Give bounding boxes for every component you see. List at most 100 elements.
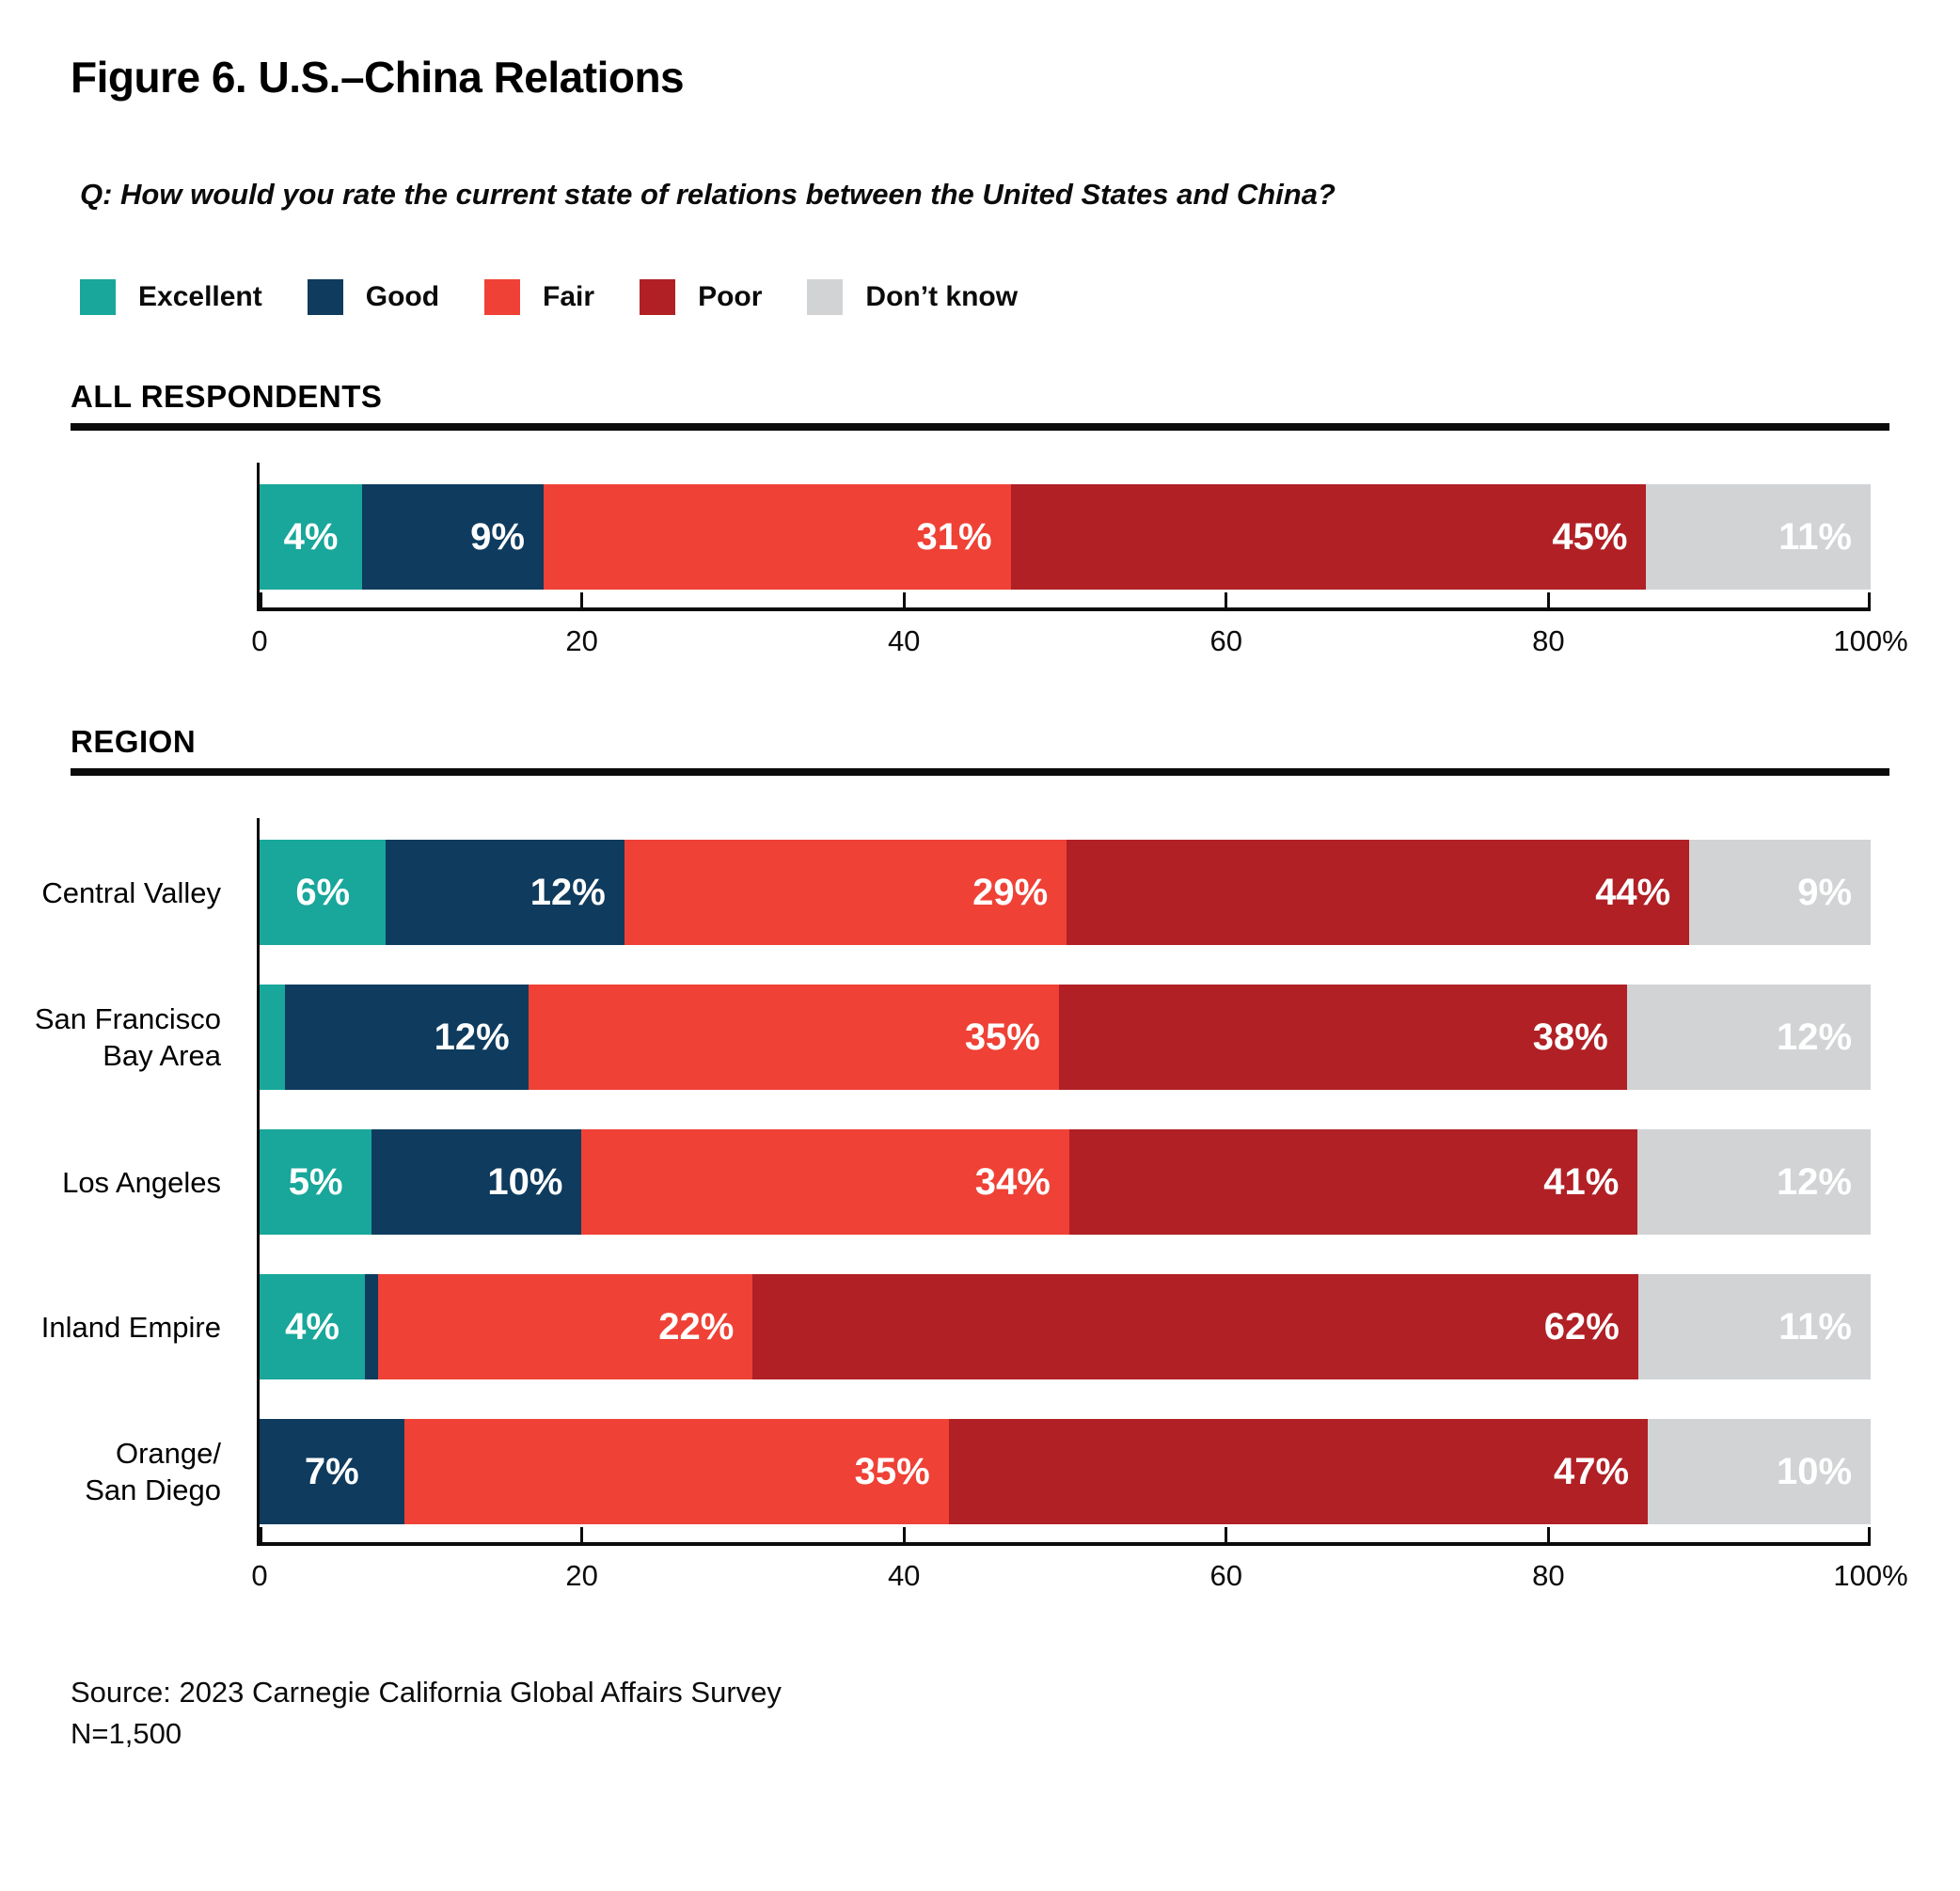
x-axis-tick	[1546, 1527, 1550, 1542]
x-axis-tick-label: 80	[1532, 1559, 1565, 1592]
source-block: Source: 2023 Carnegie California Global …	[71, 1672, 1960, 1755]
segment-value-label: 12%	[530, 871, 606, 913]
segment-value-label: 35%	[854, 1450, 930, 1492]
bar-segment-fair: 35%	[403, 1419, 949, 1524]
x-axis	[260, 1527, 1871, 1546]
bar-segment-good: 10%	[371, 1129, 582, 1235]
x-axis-tick	[1868, 592, 1871, 607]
segment-value-label: 12%	[434, 1016, 510, 1058]
bar-segment-dont_know: 11%	[1637, 1274, 1871, 1379]
x-axis-tick	[902, 592, 906, 607]
bar-row: 5% 10% 34% 41% 12%	[260, 1129, 1871, 1235]
bar-segment-good: 12%	[284, 985, 529, 1090]
legend: Excellent Good Fair Poor Don’t know	[80, 279, 1960, 315]
legend-swatch-excellent	[80, 279, 116, 315]
segment-value-label: 34%	[974, 1160, 1051, 1203]
row-label-line: San Francisco	[34, 1002, 221, 1035]
survey-question: Q: How would you rate the current state …	[80, 178, 1336, 211]
segment-value-label: 12%	[1776, 1016, 1853, 1058]
bar-segment-fair: 31%	[543, 484, 1011, 590]
x-axis-tick-label: 20	[565, 1559, 598, 1592]
segment-value-label: 9%	[1797, 871, 1853, 913]
segment-value-label: 5%	[288, 1160, 343, 1203]
row-label: Inland Empire	[0, 1274, 221, 1379]
row-label-line: San Diego	[85, 1473, 221, 1506]
chart-region: Central Valley San Francisco Bay Area Los A…	[0, 818, 1960, 1595]
legend-item-dont_know: Don’t know	[807, 279, 1018, 315]
x-axis-tick-label: 100%	[1833, 1559, 1908, 1592]
segment-value-label: 31%	[916, 515, 992, 558]
bar-row: 7% 35% 47% 10%	[260, 1419, 1872, 1524]
x-axis-tick	[260, 1527, 262, 1542]
bar-row: 4% 22% 62% 11%	[260, 1274, 1871, 1379]
legend-swatch-poor	[640, 279, 676, 315]
bar-row: 12% 35% 38% 12%	[260, 985, 1872, 1090]
bar-segment-dont_know: 11%	[1646, 484, 1871, 590]
bar-segment-excellent	[260, 985, 285, 1090]
legend-swatch-dont_know	[807, 279, 844, 315]
segment-value-label: 11%	[1778, 515, 1852, 558]
row-label: Orange/San Diego	[0, 1419, 221, 1524]
bar-segment-poor: 45%	[1010, 484, 1647, 590]
row-label: Central Valley	[0, 840, 221, 945]
x-axis-tick-label: 60	[1209, 1559, 1243, 1592]
bar-segment-poor: 44%	[1067, 840, 1690, 945]
row-label: San Francisco Bay Area	[0, 985, 221, 1090]
bar-segment-excellent: 5%	[260, 1129, 372, 1235]
bar-segment-excellent: 4%	[260, 1274, 366, 1379]
legend-swatch-good	[307, 279, 343, 315]
x-axis-tick-labels: 0 20 40 60 80 100%	[251, 624, 1907, 660]
segment-value-label: 29%	[972, 871, 1049, 913]
bar-segment-excellent: 6%	[260, 840, 387, 945]
segment-value-label: 35%	[964, 1016, 1040, 1058]
bar-segment-dont_know: 9%	[1689, 840, 1872, 945]
segment-value-label: 4%	[285, 1305, 340, 1347]
segment-value-label: 45%	[1552, 515, 1628, 558]
segment-value-label: 10%	[1776, 1450, 1853, 1492]
bar-segment-good: 12%	[386, 840, 624, 945]
x-axis-tick-label: 20	[565, 624, 598, 657]
segment-value-label: 62%	[1543, 1305, 1620, 1347]
x-axis-tick	[1225, 1527, 1228, 1542]
plot-area: 6% 12% 29% 44% 9% 12% 35% 38% 12% 5% 10% 34% 41% 12% 4…	[257, 818, 1872, 1546]
x-axis	[260, 592, 1871, 611]
legend-item-poor: Poor	[640, 279, 762, 315]
segment-value-label: 22%	[658, 1305, 735, 1347]
x-axis-tick	[1546, 592, 1550, 607]
bar-segment-good: 7%	[260, 1419, 404, 1524]
segment-value-label: 12%	[1776, 1160, 1852, 1203]
bar-row: 6% 12% 29% 44% 9%	[260, 840, 1872, 945]
sample-size-line: N=1,500	[71, 1717, 182, 1750]
x-axis-tick	[1868, 1527, 1871, 1542]
x-axis-tick	[580, 592, 584, 607]
bar-segment-fair: 29%	[624, 840, 1067, 945]
chart-all-respondents: 4% 9% 31% 45% 11% 0 20 40 60 80 100%	[0, 463, 1960, 660]
segment-value-label: 10%	[487, 1160, 563, 1203]
x-axis-tick-label: 40	[887, 1559, 921, 1592]
segment-value-label: 9%	[470, 515, 525, 558]
x-axis-tick-label: 40	[887, 624, 921, 657]
x-axis-tick-label: 0	[251, 624, 268, 657]
section-rule	[71, 423, 1889, 431]
x-axis-tick	[1225, 592, 1228, 607]
legend-item-excellent: Excellent	[80, 279, 262, 315]
row-label-line: Inland Empire	[40, 1310, 221, 1344]
x-axis-tick	[260, 592, 262, 607]
x-axis-tick	[580, 1527, 584, 1542]
bar-segment-dont_know: 12%	[1626, 985, 1872, 1090]
legend-label: Fair	[543, 281, 595, 312]
section-rule	[71, 768, 1889, 776]
row-label-line: Los Angeles	[62, 1165, 221, 1199]
bar-segment-fair: 35%	[528, 985, 1059, 1090]
bar-segment-excellent: 4%	[260, 484, 362, 590]
bar-segment-good: 9%	[361, 484, 544, 590]
row-label-line: Central Valley	[41, 875, 221, 909]
x-axis-tick-label: 60	[1209, 624, 1243, 657]
legend-label: Don’t know	[865, 281, 1019, 312]
x-axis-tick-label: 80	[1532, 624, 1565, 657]
segment-value-label: 47%	[1554, 1450, 1630, 1492]
bar-segment-poor: 62%	[752, 1274, 1638, 1379]
bar-segment-fair: 22%	[377, 1274, 753, 1379]
row-label-line: Orange/	[115, 1437, 221, 1470]
plot-area: 4% 9% 31% 45% 11%	[257, 463, 1871, 611]
